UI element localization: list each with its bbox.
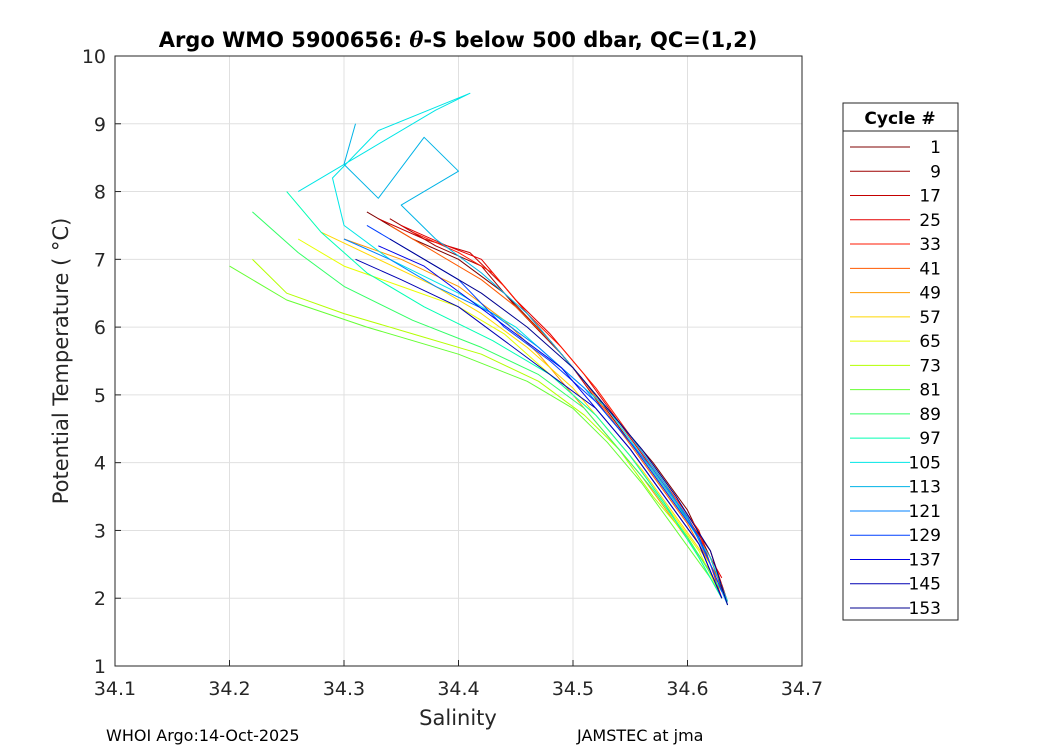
legend-entry-label: 97 [919, 429, 941, 449]
legend-entry-label: 145 [909, 575, 941, 595]
chart-title-theta-symbol: θ [409, 27, 423, 52]
legend-entry-label: 33 [919, 235, 941, 255]
y-tick-label: 1 [94, 656, 106, 678]
y-tick-label: 6 [94, 317, 106, 339]
series-line-cycle-105 [297, 92, 729, 602]
legend-entry-label: 73 [919, 356, 941, 376]
legend-entry-label: 113 [909, 478, 941, 498]
legend-entry-label: 137 [909, 550, 941, 570]
data-series [229, 92, 729, 606]
legend-entry-label: 121 [909, 502, 941, 522]
chart-title: Argo WMO 5900656: θ-S below 500 dbar, QC… [159, 27, 758, 52]
y-tick-label: 2 [94, 588, 106, 610]
series-line-cycle-81 [229, 265, 711, 579]
legend-entry-label: 1 [930, 138, 941, 158]
legend-entry-label: 65 [919, 332, 941, 352]
y-tick-label: 4 [94, 453, 106, 475]
x-axis-label: Salinity [419, 706, 497, 730]
legend-entry-label: 57 [919, 308, 941, 328]
series-line-cycle-113 [343, 123, 723, 592]
x-tick-label: 34.1 [94, 678, 136, 700]
y-tick-label: 7 [94, 249, 106, 271]
legend-entry-label: 49 [919, 284, 941, 304]
legend-entry-label: 153 [909, 599, 941, 619]
footer-right: JAMSTEC at jma [576, 726, 703, 745]
x-tick-label: 34.2 [208, 678, 250, 700]
legend-entry-label: 105 [909, 453, 941, 473]
series-line-cycle-145 [355, 258, 723, 599]
series-line-cycle-57 [320, 231, 711, 565]
x-tick-label: 34.3 [323, 678, 365, 700]
series-line-cycle-73 [252, 258, 723, 599]
legend-entry-label: 9 [930, 162, 941, 182]
legend-entries: 1 9 17 25 33 41 49 57 65 73 81 89 97 105 113 121 129 137 1… [850, 138, 941, 619]
legend-title: Cycle # [864, 109, 935, 129]
x-tick-label: 34.5 [552, 678, 594, 700]
y-tick-label: 9 [94, 114, 106, 136]
legend-entry-label: 81 [919, 381, 941, 401]
legend-entry-label: 17 [919, 187, 941, 207]
x-tick-label: 34.6 [666, 678, 708, 700]
y-tick-label: 5 [94, 385, 106, 407]
series-line-cycle-89 [252, 211, 723, 592]
x-tick-label: 34.4 [437, 678, 479, 700]
chart-title-suffix: -S below 500 dbar, QC=(1,2) [423, 28, 757, 52]
axis-ticks: 34.1 34.2 34.3 34.4 34.5 34.6 34.7 1 2 3 4 5 6 7 8 9 10 [82, 46, 823, 700]
legend-entry-label: 25 [919, 211, 941, 231]
y-tick-label: 10 [82, 46, 106, 68]
x-tick-label: 34.7 [781, 678, 823, 700]
y-tick-label: 8 [94, 182, 106, 204]
series-line-cycle-33 [412, 231, 723, 599]
y-axis-label: Potential Temperature ( °C) [49, 218, 73, 505]
y-tick-label: 3 [94, 520, 106, 542]
legend-entry-label: 89 [919, 405, 941, 425]
legend-box [842, 102, 959, 621]
chart-title-prefix: Argo WMO 5900656: [159, 28, 410, 52]
footer-left: WHOI Argo:14-Oct-2025 [106, 726, 300, 745]
series-line-cycle-49 [343, 238, 711, 572]
legend: Cycle # 1 9 17 25 33 41 49 57 65 73 81 89 97 105 113 12… [842, 102, 959, 621]
legend-entry-label: 41 [919, 259, 941, 279]
legend-entry-label: 129 [909, 526, 941, 546]
series-line-cycle-153 [389, 238, 729, 606]
